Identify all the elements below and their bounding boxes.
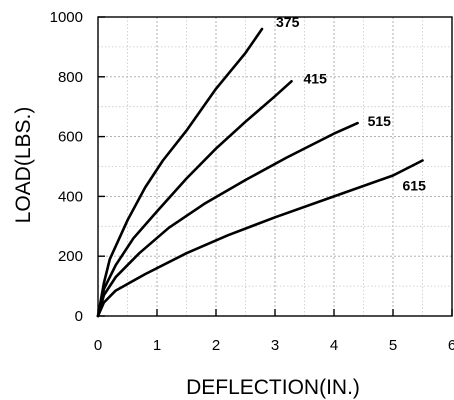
series-line-615 (96, 159, 424, 318)
x-tick-label: 1 (153, 337, 161, 354)
series-lines (96, 27, 424, 318)
y-axis-title: LOAD(LBS.) (12, 107, 35, 224)
x-axis-title: DEFLECTION(IN.) (186, 376, 360, 399)
x-tick-label: 6 (448, 337, 454, 354)
x-tick-label: 5 (389, 337, 397, 354)
series-label-375: 375 (276, 14, 300, 30)
x-tick-label: 0 (94, 337, 102, 354)
axis-ticks (97, 16, 453, 317)
y-tick-label: 400 (58, 188, 83, 205)
y-tick-label: 1000 (50, 9, 83, 26)
series-labels: 375 415 515 615 (276, 14, 426, 194)
series-label-615: 615 (403, 178, 427, 194)
x-tick-label: 2 (212, 337, 220, 354)
y-tick-label: 800 (58, 69, 83, 86)
series-line-515 (96, 121, 359, 318)
series-label-415: 415 (304, 70, 328, 86)
y-tick-label: 600 (58, 129, 83, 146)
series-line-375 (96, 27, 264, 318)
series-line-415 (96, 80, 293, 318)
grid (98, 17, 452, 316)
x-tick-label: 4 (330, 337, 338, 354)
series-label-515: 515 (368, 113, 392, 129)
y-tick-label: 0 (75, 308, 83, 325)
y-tick-label: 200 (58, 248, 83, 265)
x-tick-label: 3 (271, 337, 279, 354)
y-tick-labels: 0 200 400 600 800 1000 (50, 9, 83, 325)
x-tick-labels: 0 1 2 3 4 5 6 (94, 337, 454, 354)
